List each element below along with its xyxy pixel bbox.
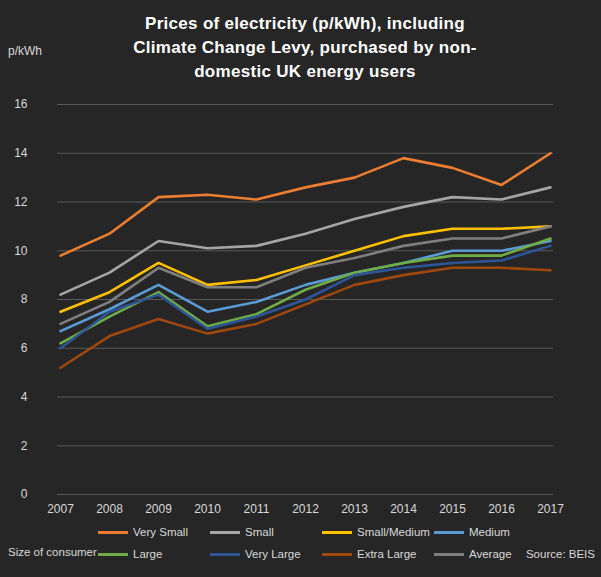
svg-text:2017: 2017 bbox=[537, 502, 564, 516]
svg-text:2007: 2007 bbox=[47, 502, 74, 516]
svg-text:10: 10 bbox=[14, 244, 28, 258]
svg-text:2014: 2014 bbox=[390, 502, 417, 516]
html-text:Large: Large bbox=[133, 548, 163, 560]
svg-text:2: 2 bbox=[21, 439, 28, 453]
svg-text:12: 12 bbox=[14, 195, 28, 209]
svg-text:2015: 2015 bbox=[439, 502, 466, 516]
svg-text:14: 14 bbox=[14, 146, 28, 160]
svg-text:2013: 2013 bbox=[341, 502, 368, 516]
html-text:Extra Large: Extra Large bbox=[357, 548, 417, 560]
svg-text:2011: 2011 bbox=[244, 502, 270, 516]
html-text:Small: Small bbox=[245, 526, 274, 538]
svg-text:2008: 2008 bbox=[96, 502, 123, 516]
html-text:Source: BEIS: Source: BEIS bbox=[526, 548, 595, 560]
html-text:Small/Medium: Small/Medium bbox=[357, 526, 430, 538]
svg-text:0: 0 bbox=[21, 487, 28, 501]
svg-text:8: 8 bbox=[21, 292, 28, 306]
html-text:Very Small: Very Small bbox=[133, 526, 188, 538]
html-text:Medium: Medium bbox=[469, 526, 510, 538]
html-text:Very Large: Very Large bbox=[245, 548, 301, 560]
svg-text:2009: 2009 bbox=[145, 502, 172, 516]
html-text:Size of consumer: Size of consumer bbox=[8, 546, 97, 558]
svg-text:2010: 2010 bbox=[194, 502, 221, 516]
svg-text:2012: 2012 bbox=[292, 502, 319, 516]
svg-text:16: 16 bbox=[14, 97, 28, 111]
svg-text:2016: 2016 bbox=[488, 502, 515, 516]
html-text:Average: Average bbox=[469, 548, 512, 560]
svg-text:4: 4 bbox=[21, 390, 28, 404]
html-text:Prices of electricity (p/kWh),: Prices of electricity (p/kWh), including… bbox=[133, 14, 477, 81]
svg-text:6: 6 bbox=[21, 341, 28, 355]
html-text:p/kWh: p/kWh bbox=[8, 44, 42, 58]
